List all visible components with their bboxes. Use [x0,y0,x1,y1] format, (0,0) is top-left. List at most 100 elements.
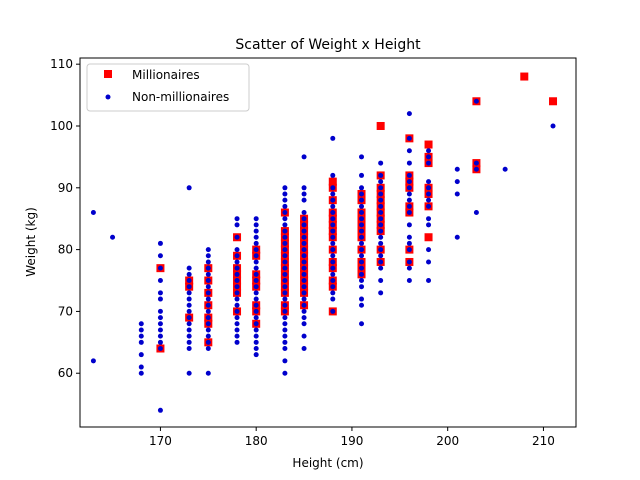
millionaire-point [424,233,433,242]
non-millionaire-point [426,160,432,166]
non-millionaire-point [301,197,307,203]
non-millionaire-point [205,346,211,352]
non-millionaire-point [234,333,240,339]
non-millionaire-point [330,259,336,265]
x-tick-label: 180 [245,434,268,448]
plot-frame [79,57,577,428]
non-millionaire-point [330,253,336,259]
non-millionaire-point [282,197,288,203]
non-millionaire-point [301,290,307,296]
millionaire-point [549,97,558,106]
non-millionaire-point [378,278,384,284]
legend-box [86,63,250,112]
non-millionaire-point [205,308,211,314]
non-millionaire-point [454,179,460,185]
non-millionaire-point [205,321,211,327]
non-millionaire-point [378,240,384,246]
non-millionaire-point [330,234,336,240]
non-millionaire-point [234,296,240,302]
non-millionaire-point [282,247,288,253]
non-millionaire-point [330,228,336,234]
non-millionaire-point [359,296,365,302]
non-millionaire-point [90,358,96,364]
non-millionaire-point [473,98,479,104]
non-millionaire-point [454,191,460,197]
non-millionaire-point [359,197,365,203]
y-tick-label: 90 [58,181,73,195]
non-millionaire-point [157,407,163,413]
non-millionaire-point [378,191,384,197]
non-millionaire-point [234,284,240,290]
non-millionaire-point [378,234,384,240]
non-millionaire-point [282,339,288,345]
non-millionaire-point [205,370,211,376]
non-millionaire-point [301,253,307,259]
non-millionaire-point [186,339,192,345]
non-millionaire-point [138,364,144,370]
non-millionaire-point [378,210,384,216]
non-millionaire-point [359,271,365,277]
non-millionaire-point [426,259,432,265]
non-millionaire-point [253,339,259,345]
non-millionaire-point [282,271,288,277]
y-tick-label: 60 [58,366,73,380]
non-millionaire-point [205,247,211,253]
non-millionaire-point [253,290,259,296]
non-millionaire-point [282,308,288,314]
non-millionaire-point [330,172,336,178]
legend-label-non-millionaires: Non-millionaires [132,90,229,104]
non-millionaire-point [234,271,240,277]
non-millionaire-point [301,259,307,265]
y-axis-label: Weight (kg) [24,207,38,277]
non-millionaire-point [157,296,163,302]
non-millionaire-point [359,265,365,271]
non-millionaire-point [330,216,336,222]
non-millionaire-point [426,203,432,209]
non-millionaire-point [205,278,211,284]
non-millionaire-point [157,308,163,314]
non-millionaire-point [90,210,96,216]
non-millionaire-point [157,333,163,339]
non-millionaire-point [301,191,307,197]
non-millionaire-point [234,253,240,259]
non-millionaire-point [253,234,259,240]
chart-title: Scatter of Weight x Height [235,37,421,53]
non-millionaire-point [186,321,192,327]
non-millionaire-point [330,296,336,302]
non-millionaire-point [426,222,432,228]
non-millionaire-point [359,253,365,259]
non-millionaire-point [253,333,259,339]
non-millionaire-point [406,172,412,178]
non-millionaire-point [253,278,259,284]
non-millionaire-point [406,185,412,191]
non-millionaire-point [426,148,432,154]
non-millionaire-point [330,240,336,246]
non-millionaire-point [282,228,288,234]
non-millionaire-point [426,197,432,203]
non-millionaire-point [282,333,288,339]
non-millionaire-point [359,259,365,265]
non-millionaire-point [426,154,432,160]
non-millionaire-point [330,271,336,277]
non-millionaire-point [234,308,240,314]
non-millionaire-point [253,216,259,222]
non-millionaire-point [253,352,259,358]
non-millionaire-point [378,203,384,209]
non-millionaire-point [234,247,240,253]
millionaire-point [424,140,433,149]
non-millionaire-point [282,253,288,259]
non-millionaire-point [234,327,240,333]
series-0 [156,72,558,353]
non-millionaire-point [473,210,479,216]
non-millionaire-point [406,160,412,166]
non-millionaire-point [186,333,192,339]
non-millionaire-point [186,315,192,321]
non-millionaire-point [186,185,192,191]
x-tick-label: 190 [340,434,363,448]
non-millionaire-point [186,271,192,277]
non-millionaire-point [186,308,192,314]
non-millionaire-point [406,278,412,284]
non-millionaire-point [301,271,307,277]
non-millionaire-point [330,222,336,228]
non-millionaire-point [378,259,384,265]
